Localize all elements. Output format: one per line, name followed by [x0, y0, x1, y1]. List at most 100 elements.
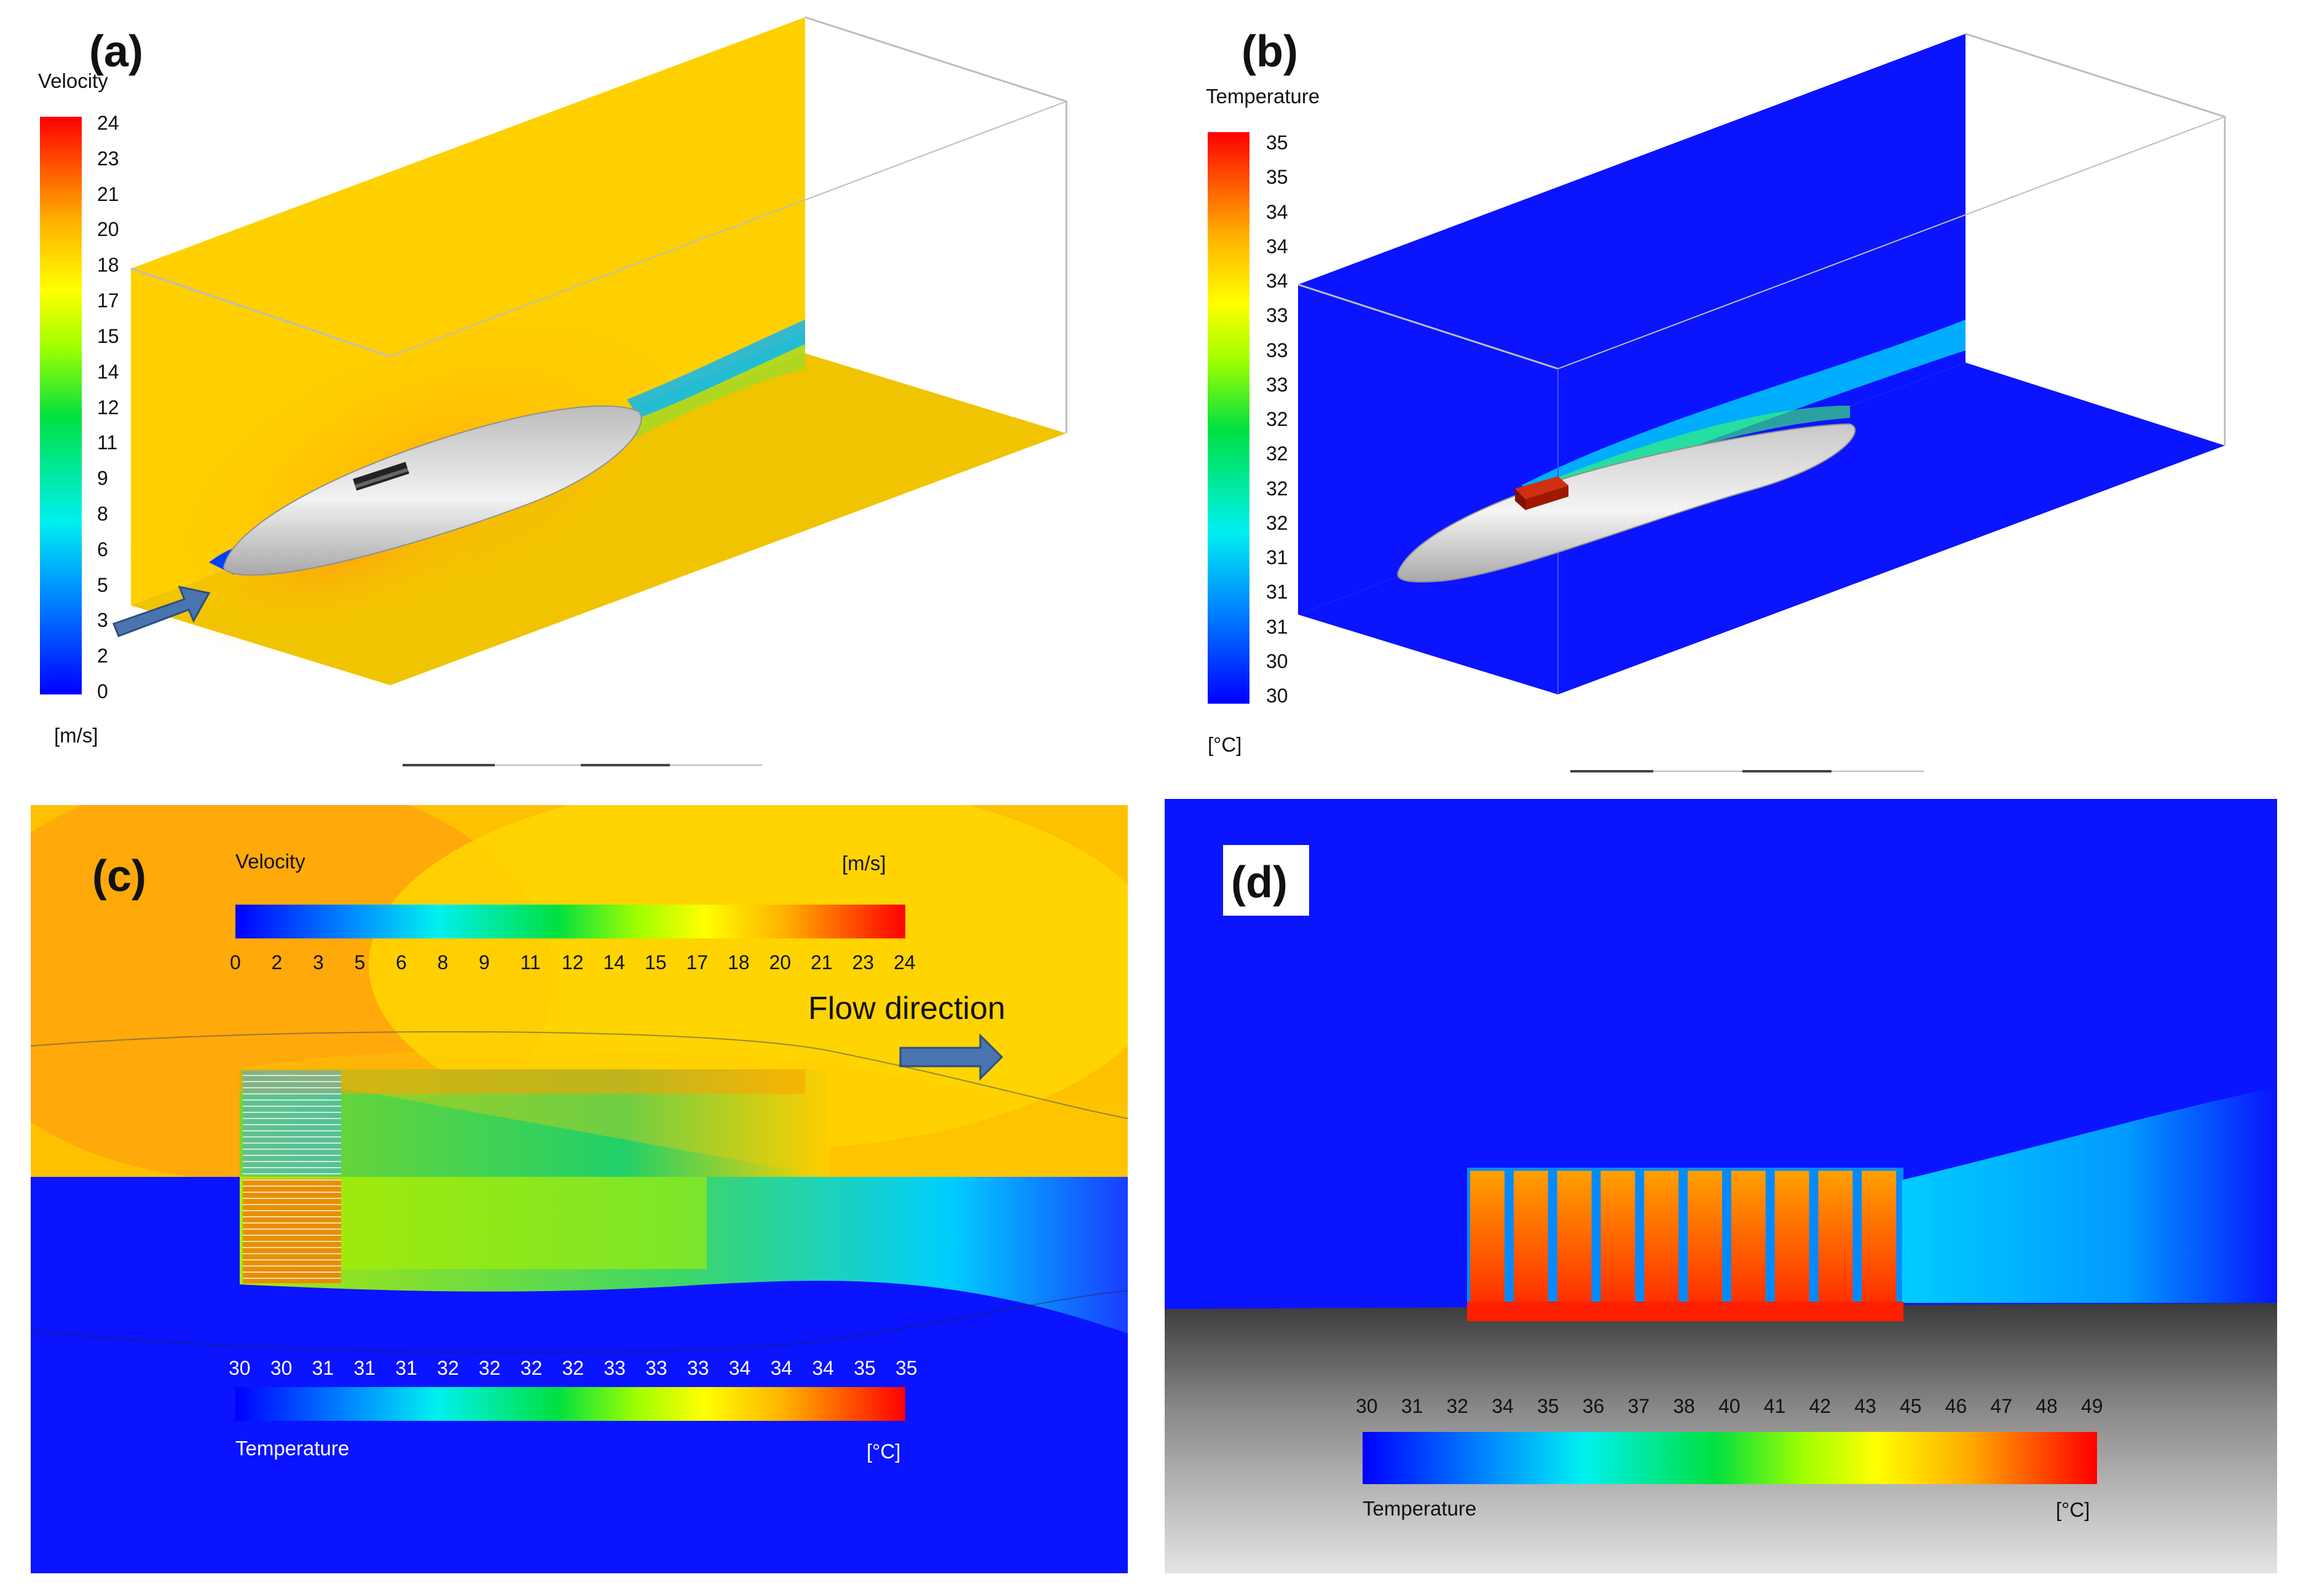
heat-sink-fin	[1774, 1171, 1809, 1303]
tick-label: 48	[2036, 1395, 2058, 1417]
panel-d: (d) 30 31 32 34 35 36 37 38 40 41 42 43 45 46 47 48 49 T…	[1165, 799, 2277, 1573]
tick-label: 3	[97, 609, 108, 632]
tick-label: 37	[1627, 1395, 1650, 1417]
panel-a-label: (a)	[89, 27, 143, 76]
temperature-vertical-plane	[1298, 34, 1965, 615]
tick-label: 31	[1266, 615, 1288, 638]
tick-label: 45	[1900, 1395, 1922, 1417]
inflow-arrow	[112, 585, 211, 637]
tick-label: 9	[479, 951, 490, 973]
tick-label: 30	[1266, 685, 1288, 707]
tick-label: 15	[645, 951, 667, 973]
temperature-floor-plane	[1298, 363, 2225, 694]
tick-label: 34	[1266, 235, 1288, 257]
tick-label: 18	[97, 254, 119, 277]
panel-c: (c) Velocity [m/s] 0 2 3 5 6 8 9 11 12 14 15 17 18 20…	[31, 805, 1128, 1573]
tick-label: 6	[396, 951, 407, 973]
tick-label: 2	[271, 951, 283, 973]
tick-label: 34	[1266, 270, 1288, 292]
tick-label: 32	[478, 1357, 501, 1379]
tick-label: 31	[1401, 1395, 1423, 1417]
heat-sink-fin	[1818, 1171, 1853, 1303]
tick-label: 6	[97, 538, 108, 560]
tick-label: 32	[437, 1357, 459, 1379]
tick-label: 31	[395, 1357, 417, 1379]
heat-sink-fin	[1644, 1171, 1679, 1303]
tick-label: 32	[1266, 511, 1288, 534]
velocity-legend-title: Velocity	[38, 69, 108, 92]
temperature-unit: [°C]	[867, 1440, 901, 1463]
temperature-colorbar	[1363, 1432, 2097, 1484]
temperature-unit: [°C]	[2056, 1498, 2090, 1521]
tick-label: 30	[229, 1357, 251, 1379]
temperature-colorbar	[235, 1387, 905, 1421]
tick-label: 12	[97, 396, 119, 419]
panel-b-label: (b)	[1241, 27, 1298, 76]
temperature-unit: [°C]	[1208, 733, 1242, 756]
heat-sink-block	[1515, 476, 1568, 510]
tick-label: 32	[520, 1357, 543, 1379]
tick-label: 11	[520, 951, 541, 973]
tick-label: 33	[604, 1357, 626, 1379]
tick-label: 30	[1356, 1395, 1378, 1417]
tick-label: 32	[562, 1357, 584, 1379]
tick-label: 34	[812, 1357, 834, 1379]
tick-label: 33	[1266, 373, 1288, 396]
velocity-unit: [m/s]	[54, 724, 98, 747]
temperature-colorbar	[1208, 132, 1249, 704]
vehicle-body	[223, 405, 642, 576]
tick-label: 14	[603, 951, 626, 973]
heat-sink-fin	[1600, 1171, 1635, 1303]
tick-label: 34	[1266, 200, 1288, 223]
tick-label: 24	[97, 112, 119, 134]
velocity-unit: [m/s]	[842, 852, 886, 875]
tick-label: 32	[1266, 442, 1288, 465]
tick-label: 31	[1266, 581, 1288, 603]
tick-label: 8	[97, 502, 108, 525]
tick-label: 9	[97, 467, 108, 490]
panel-d-label: (d)	[1231, 858, 1288, 907]
tick-label: 15	[97, 324, 119, 347]
tick-label: 24	[894, 951, 916, 973]
tick-label: 31	[1266, 546, 1288, 568]
tick-label: 31	[312, 1357, 334, 1379]
tick-label: 21	[97, 183, 119, 205]
tick-label: 35	[1266, 132, 1288, 154]
tick-label: 5	[97, 573, 108, 596]
tick-label: 30	[1266, 650, 1288, 672]
tick-label: 17	[97, 289, 119, 312]
tick-label: 33	[645, 1357, 667, 1379]
tick-label: 34	[728, 1357, 751, 1379]
tick-label: 12	[562, 951, 584, 973]
tick-label: 23	[97, 147, 119, 170]
tick-label: 47	[1990, 1395, 2013, 1417]
tick-label: 40	[1718, 1395, 1741, 1417]
tick-label: 36	[1582, 1395, 1605, 1417]
heat-sink-fin	[1557, 1171, 1592, 1303]
tick-label: 49	[2081, 1395, 2103, 1417]
tick-label: 33	[687, 1357, 709, 1379]
panel-a: (a) Velocity 24 23 21 20 18 17 15 14 12 11 9 8 6 5 3 2 0…	[0, 0, 1143, 793]
heat-sink-fin	[1470, 1171, 1505, 1303]
tick-label: 17	[686, 951, 709, 973]
tick-label: 20	[97, 218, 119, 241]
tick-label: 35	[1266, 166, 1288, 189]
tick-label: 46	[1945, 1395, 1967, 1417]
tick-label: 31	[353, 1357, 376, 1379]
panel-c-label: (c)	[92, 852, 146, 901]
tick-label: 30	[270, 1357, 293, 1379]
tick-label: 34	[770, 1357, 793, 1379]
tick-label: 8	[437, 951, 449, 973]
tick-label: 34	[1492, 1395, 1514, 1417]
tick-label: 35	[895, 1357, 918, 1379]
velocity-colorbar	[235, 905, 905, 938]
panel-a-3d-velocity-view	[112, 16, 1068, 766]
panel-d-label-box	[1223, 845, 1309, 916]
tick-label: 32	[1266, 408, 1288, 430]
velocity-legend-title: Velocity	[235, 850, 305, 873]
flow-direction-label: Flow direction	[808, 991, 1005, 1026]
tick-label: 11	[97, 431, 118, 454]
heat-sink-fin	[1513, 1171, 1548, 1303]
tick-label: 21	[811, 951, 833, 973]
